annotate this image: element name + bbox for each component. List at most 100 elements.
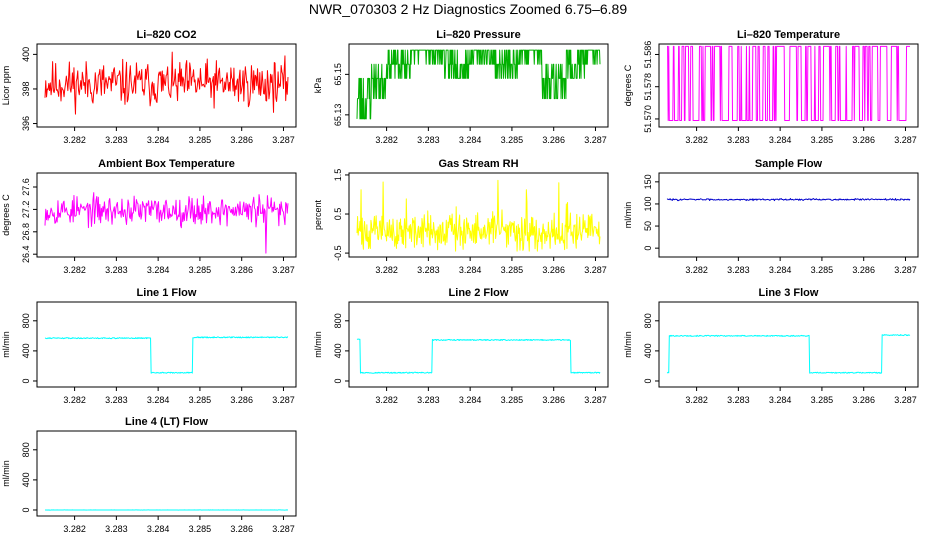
y-tick-label: 27.2	[21, 201, 31, 219]
x-tick-label: 3.284	[769, 265, 792, 275]
y-tick-label: 800	[21, 313, 31, 328]
y-tick-label: 0	[21, 378, 31, 383]
x-tick-label: 3.284	[147, 135, 170, 145]
x-tick-label: 3.286	[230, 135, 253, 145]
x-tick-label: 3.286	[230, 395, 253, 405]
x-tick-label: 3.285	[189, 395, 212, 405]
x-tick-label: 3.282	[63, 395, 86, 405]
panel-frame	[36, 43, 297, 128]
x-tick-label: 3.285	[811, 395, 834, 405]
y-tick-label: 0	[643, 378, 653, 383]
panel-frame	[348, 172, 609, 258]
x-tick-label: 3.285	[501, 395, 524, 405]
panel-title: Gas Stream RH	[438, 158, 518, 170]
series-line-line2	[356, 338, 601, 374]
x-tick-label: 3.285	[811, 135, 834, 145]
series-line-co2	[44, 51, 289, 115]
y-tick-label: 800	[333, 313, 343, 328]
y-tick-label: 26.8	[21, 223, 31, 241]
y-tick-label: 150	[643, 174, 653, 189]
y-axis-label: ml/min	[1, 460, 11, 487]
x-tick-label: 3.282	[375, 265, 398, 275]
x-tick-label: 3.285	[189, 265, 212, 275]
x-tick-label: 3.283	[417, 395, 440, 405]
x-tick-label: 3.287	[272, 524, 295, 534]
x-tick-label: 3.286	[852, 265, 875, 275]
x-tick-label: 3.282	[375, 395, 398, 405]
series-line-rh	[356, 179, 601, 252]
panel-title: Li–820 Temperature	[737, 29, 840, 41]
y-tick-label: 400	[21, 47, 31, 62]
x-tick-label: 3.287	[272, 265, 295, 275]
x-tick-label: 3.284	[769, 135, 792, 145]
x-tick-label: 3.286	[542, 135, 565, 145]
y-tick-label: 51.578	[643, 73, 653, 101]
x-tick-label: 3.282	[685, 135, 708, 145]
y-tick-label: 0	[333, 378, 343, 383]
x-tick-label: 3.286	[230, 524, 253, 534]
series-line-pressure	[356, 49, 601, 120]
panel-line-3-flow: Line 3 Flow ml/min 0 400 800 3.282 3.283 3.284 3…	[623, 287, 919, 405]
y-tick-label: 0.5	[333, 208, 343, 221]
panel-li-820-co2: Li–820 CO2 Licor ppm 396 398 400 3.282 3.283 3.…	[1, 29, 297, 145]
y-tick-label: 100	[643, 196, 653, 211]
x-tick-label: 3.286	[852, 395, 875, 405]
y-axis-label: Licor ppm	[1, 66, 11, 106]
x-tick-label: 3.284	[459, 265, 482, 275]
panel-li-820-temperature: Li–820 Temperature degrees C 51.570 51.578 5…	[623, 29, 919, 145]
x-tick-label: 3.287	[584, 265, 607, 275]
x-tick-label: 3.287	[894, 135, 917, 145]
y-tick-label: 400	[333, 343, 343, 358]
series-line-line1	[44, 336, 289, 374]
x-tick-label: 3.285	[501, 135, 524, 145]
y-axis-label: ml/min	[313, 331, 323, 358]
series-line-sample	[666, 198, 911, 202]
y-tick-label: 400	[643, 343, 653, 358]
y-axis-label: degrees C	[623, 64, 633, 106]
y-tick-label: 800	[21, 442, 31, 457]
x-tick-label: 3.286	[542, 265, 565, 275]
panel-line-1-flow: Line 1 Flow ml/min 0 400 800 3.282 3.283 3.284 3…	[1, 287, 297, 405]
figure-title: NWR_070303 2 Hz Diagnostics Zoomed 6.75–…	[308, 1, 628, 17]
x-tick-label: 3.284	[769, 395, 792, 405]
panel-frame	[658, 301, 919, 388]
y-tick-label: 400	[21, 343, 31, 358]
y-tick-label: 400	[21, 472, 31, 487]
y-axis-label: kPa	[313, 78, 323, 94]
y-axis-label: percent	[313, 199, 323, 230]
x-tick-label: 3.283	[105, 265, 128, 275]
panel-li-820-pressure: Li–820 Pressure kPa 65.13 65.15 3.282 3.283 3.…	[313, 29, 609, 145]
y-tick-label: 26.4	[21, 245, 31, 263]
y-axis-label: degrees C	[1, 194, 11, 236]
panel-title: Sample Flow	[755, 158, 823, 170]
x-tick-label: 3.283	[417, 265, 440, 275]
series-line-temperature	[667, 45, 910, 122]
y-tick-label: 800	[643, 313, 653, 328]
x-tick-label: 3.285	[811, 265, 834, 275]
y-tick-label: -0.5	[333, 245, 343, 261]
x-tick-label: 3.283	[105, 395, 128, 405]
x-tick-label: 3.282	[63, 524, 86, 534]
x-tick-label: 3.283	[417, 135, 440, 145]
panel-frame	[36, 430, 297, 517]
panel-frame	[36, 172, 297, 258]
x-tick-label: 3.287	[272, 395, 295, 405]
panel-gas-stream-rh: Gas Stream RH percent -0.5 0.5 1.5 3.282 3.283…	[313, 158, 609, 275]
x-tick-label: 3.284	[147, 265, 170, 275]
y-axis-label: ml/min	[623, 202, 633, 229]
y-axis-label: ml/min	[623, 331, 633, 358]
panel-frame	[348, 301, 609, 388]
y-tick-label: 51.586	[643, 41, 653, 69]
series-line-line3	[666, 334, 911, 374]
y-tick-label: 51.570	[643, 105, 653, 133]
y-tick-label: 27.6	[21, 178, 31, 196]
panel-title: Line 3 Flow	[759, 287, 819, 299]
x-tick-label: 3.286	[542, 395, 565, 405]
panel-title: Li–820 CO2	[137, 29, 197, 41]
x-tick-label: 3.287	[584, 395, 607, 405]
panel-title: Line 2 Flow	[449, 287, 509, 299]
x-tick-label: 3.282	[63, 265, 86, 275]
x-tick-label: 3.285	[501, 265, 524, 275]
x-tick-label: 3.282	[63, 135, 86, 145]
